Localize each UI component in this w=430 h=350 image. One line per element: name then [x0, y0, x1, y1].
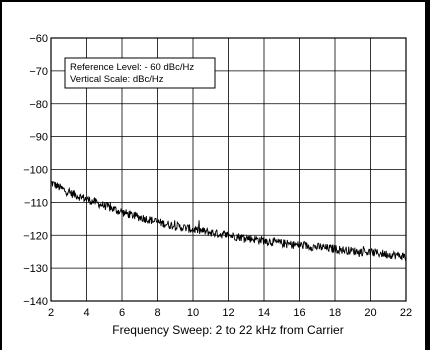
y-tick-label: −70 [29, 66, 48, 78]
annotation-line-2: Vertical Scale: dBc/Hz [70, 74, 164, 85]
x-tick-label: 4 [83, 307, 89, 319]
x-tick-label: 14 [258, 307, 270, 319]
y-axis-ticks: −60 −70 −80 −90 −100 −110 −120 −130 −140 [23, 33, 48, 308]
annotation-box: Reference Level: - 60 dBc/Hz Vertical Sc… [64, 57, 216, 89]
x-axis-label: Frequency Sweep: 2 to 22 kHz from Carrie… [112, 323, 343, 337]
x-tick-label: 10 [187, 307, 199, 319]
y-tick-label: −140 [23, 296, 48, 308]
annotation-line-1: Reference Level: - 60 dBc/Hz [70, 62, 194, 73]
noise-trace [50, 180, 407, 262]
y-tick-label: −90 [29, 132, 48, 144]
x-tick-label: 8 [154, 307, 160, 319]
x-tick-label: 20 [364, 307, 376, 319]
x-tick-label: 16 [293, 307, 305, 319]
x-tick-label: 2 [48, 307, 54, 319]
y-tick-label: −110 [24, 197, 48, 209]
x-axis-ticks: 2 4 6 8 10 12 14 16 18 20 22 [48, 307, 412, 319]
x-tick-label: 6 [119, 307, 125, 319]
y-tick-label: −100 [23, 165, 48, 177]
plot-area [50, 37, 407, 302]
x-tick-label: 12 [222, 307, 234, 319]
x-tick-label: 18 [329, 307, 341, 319]
x-tick-label: 22 [400, 307, 412, 319]
y-tick-label: −80 [29, 99, 48, 111]
y-tick-label: −130 [23, 263, 48, 275]
y-tick-label: −60 [29, 33, 48, 45]
y-tick-label: −120 [23, 230, 48, 242]
